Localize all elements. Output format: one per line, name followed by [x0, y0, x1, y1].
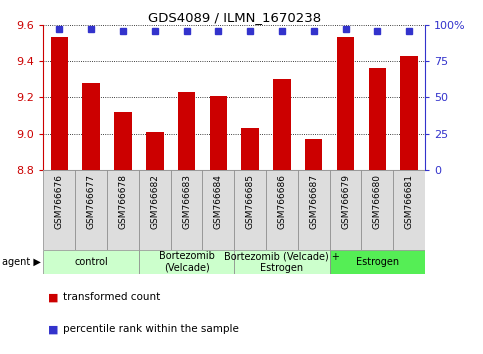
Text: GSM766686: GSM766686: [277, 174, 286, 229]
Text: GSM766681: GSM766681: [405, 174, 413, 229]
Text: percentile rank within the sample: percentile rank within the sample: [63, 324, 239, 334]
Bar: [75, 170, 107, 250]
Bar: [369, 68, 386, 170]
Bar: [43, 250, 139, 274]
Bar: [234, 250, 330, 274]
Bar: [51, 38, 68, 170]
Bar: [139, 170, 170, 250]
Bar: [139, 250, 234, 274]
Bar: [329, 170, 361, 250]
Bar: [329, 250, 425, 274]
Bar: [178, 92, 195, 170]
Bar: [266, 170, 298, 250]
Text: GSM766679: GSM766679: [341, 174, 350, 229]
Text: GSM766677: GSM766677: [86, 174, 96, 229]
Bar: [107, 170, 139, 250]
Bar: [170, 170, 202, 250]
Text: GSM766684: GSM766684: [214, 174, 223, 229]
Bar: [83, 83, 100, 170]
Text: Bortezomib
(Velcade): Bortezomib (Velcade): [158, 251, 214, 273]
Text: GSM766683: GSM766683: [182, 174, 191, 229]
Title: GDS4089 / ILMN_1670238: GDS4089 / ILMN_1670238: [148, 11, 321, 24]
Bar: [146, 132, 164, 170]
Bar: [361, 170, 393, 250]
Bar: [234, 170, 266, 250]
Bar: [337, 38, 355, 170]
Bar: [400, 56, 418, 170]
Text: agent ▶: agent ▶: [2, 257, 41, 267]
Text: GSM766678: GSM766678: [118, 174, 128, 229]
Bar: [298, 170, 330, 250]
Text: control: control: [74, 257, 108, 267]
Text: GSM766676: GSM766676: [55, 174, 64, 229]
Text: Estrogen: Estrogen: [356, 257, 399, 267]
Text: GSM766685: GSM766685: [246, 174, 255, 229]
Bar: [43, 170, 75, 250]
Bar: [393, 170, 425, 250]
Text: transformed count: transformed count: [63, 292, 160, 302]
Bar: [242, 128, 259, 170]
Bar: [273, 79, 291, 170]
Text: Bortezomib (Velcade) +
Estrogen: Bortezomib (Velcade) + Estrogen: [224, 251, 340, 273]
Bar: [305, 139, 323, 170]
Text: GSM766687: GSM766687: [309, 174, 318, 229]
Text: GSM766682: GSM766682: [150, 174, 159, 229]
Text: GSM766680: GSM766680: [373, 174, 382, 229]
Bar: [202, 170, 234, 250]
Text: ■: ■: [48, 324, 59, 334]
Text: ■: ■: [48, 292, 59, 302]
Bar: [210, 96, 227, 170]
Bar: [114, 112, 132, 170]
